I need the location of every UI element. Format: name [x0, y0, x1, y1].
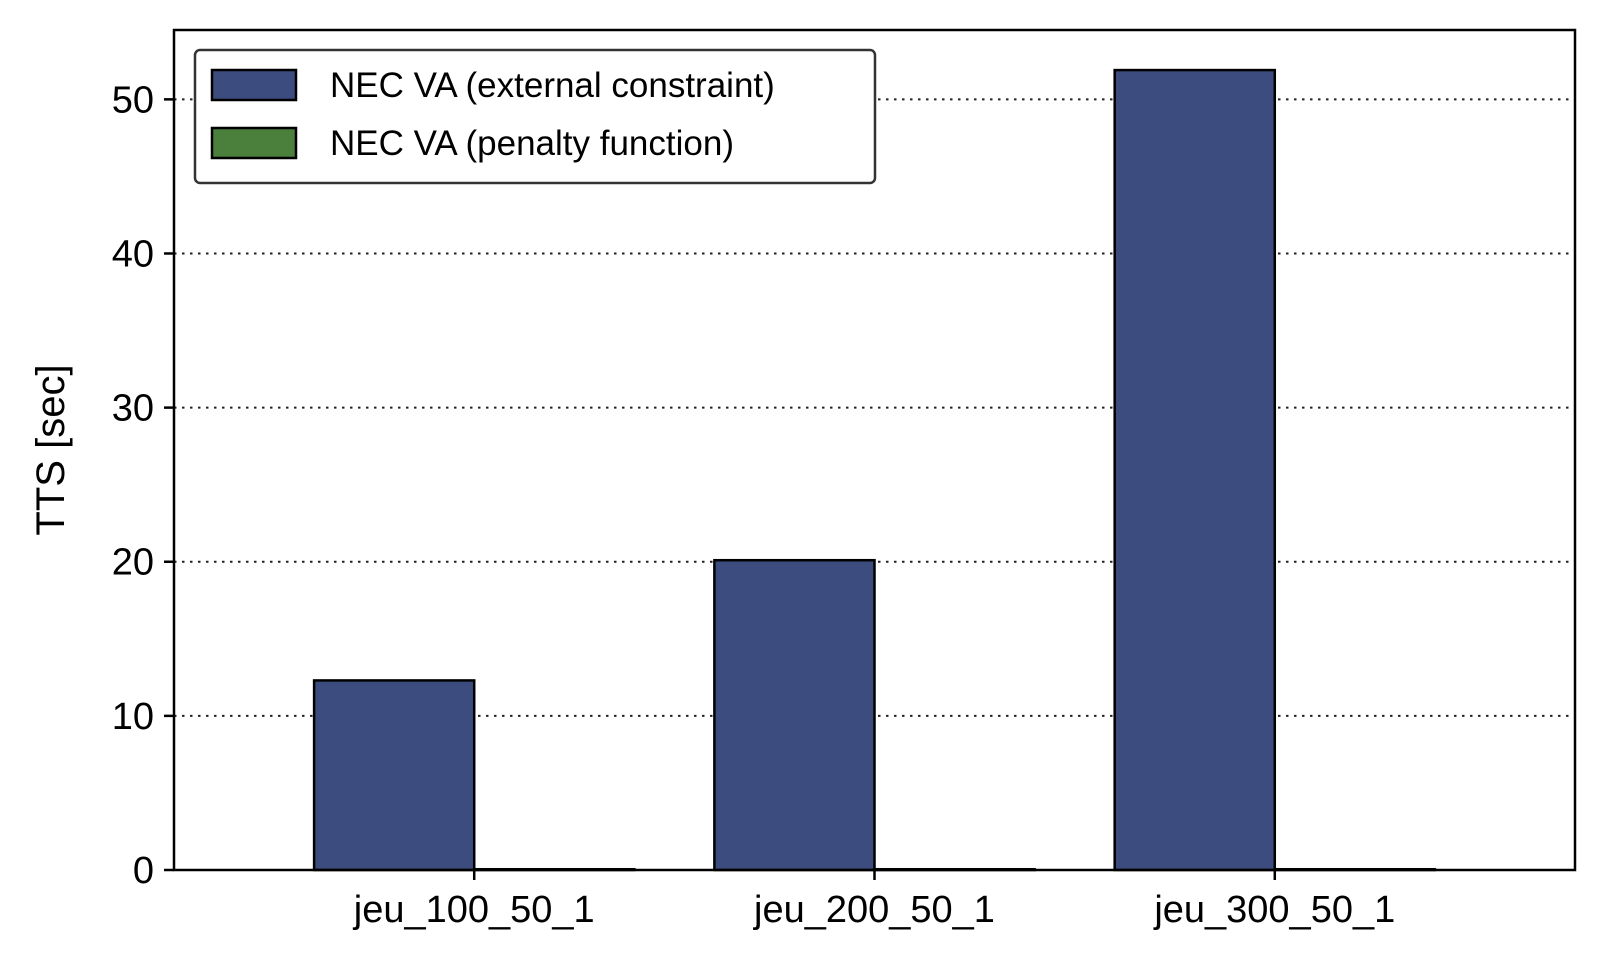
axes: 0 10 20 30 40 50 jeu_100_50_1 jeu_200_50_1 jeu_3…	[112, 79, 1396, 931]
bar-external-constraint	[1113, 68, 1277, 872]
legend-swatch	[210, 126, 298, 160]
x-tick-label: jeu_300_50_1	[1153, 889, 1395, 931]
y-tick-label: 0	[133, 850, 154, 892]
legend-swatch	[210, 68, 298, 102]
y-tick-label: 50	[112, 79, 154, 121]
x-tick-label: jeu_100_50_1	[353, 889, 595, 931]
y-tick-label: 40	[112, 233, 154, 275]
y-tick-label: 20	[112, 542, 154, 584]
y-tick-label: 10	[112, 696, 154, 738]
legend-frame	[193, 48, 877, 185]
bars	[312, 68, 1437, 872]
legend-label: NEC VA (penalty function)	[330, 124, 734, 163]
x-tick-label: jeu_200_50_1	[753, 889, 995, 931]
y-tick-label: 30	[112, 388, 154, 430]
y-axis-title: TTS [sec]	[29, 364, 73, 535]
legend-label: NEC VA (external constraint)	[330, 66, 775, 105]
bar-external-constraint	[312, 679, 476, 872]
bar-external-constraint	[713, 558, 876, 872]
legend: NEC VA (external constraint) NEC VA (pena…	[193, 48, 877, 185]
